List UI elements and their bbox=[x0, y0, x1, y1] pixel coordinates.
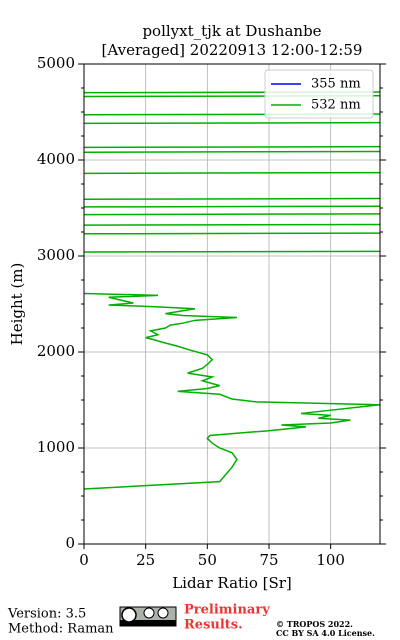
x-tick-label: 25 bbox=[136, 551, 155, 569]
profile-line bbox=[84, 91, 380, 490]
x-tick-label: 50 bbox=[198, 551, 217, 569]
legend-box bbox=[264, 69, 374, 119]
results: Results. bbox=[184, 618, 243, 633]
x-tick-label: 100 bbox=[316, 551, 345, 569]
x-tick-label: 75 bbox=[259, 551, 278, 569]
plot-area bbox=[84, 91, 380, 490]
x-axis-label: Lidar Ratio [Sr] bbox=[172, 574, 292, 592]
y-tick-label: 2000 bbox=[37, 342, 75, 360]
chart-title: pollyxt_tjk at Dushanbe bbox=[142, 22, 321, 40]
y-axis-label: Height (m) bbox=[8, 263, 26, 346]
legend-label: 532 nm bbox=[311, 98, 361, 113]
y-tick-label: 5000 bbox=[37, 54, 75, 72]
legend-label: 355 nm bbox=[311, 77, 361, 92]
chart-subtitle: [Averaged] 20220913 12:00-12:59 bbox=[102, 41, 363, 59]
cc-logo bbox=[119, 606, 177, 627]
preliminary: Preliminary bbox=[184, 603, 270, 618]
version: Version: 3.5 bbox=[7, 607, 86, 622]
license: CC BY SA 4.0 License. bbox=[276, 628, 375, 638]
legend: 355 nm 532 nm bbox=[264, 69, 374, 119]
method: Method: Raman bbox=[8, 622, 114, 637]
y-tick-label: 3000 bbox=[37, 246, 75, 264]
y-tick-label: 1000 bbox=[37, 438, 75, 456]
y-tick-label: 4000 bbox=[37, 150, 75, 168]
x-tick-label: 0 bbox=[79, 551, 89, 569]
copyright: © TROPOS 2022. bbox=[276, 619, 353, 629]
y-tick-label: 0 bbox=[65, 534, 75, 552]
